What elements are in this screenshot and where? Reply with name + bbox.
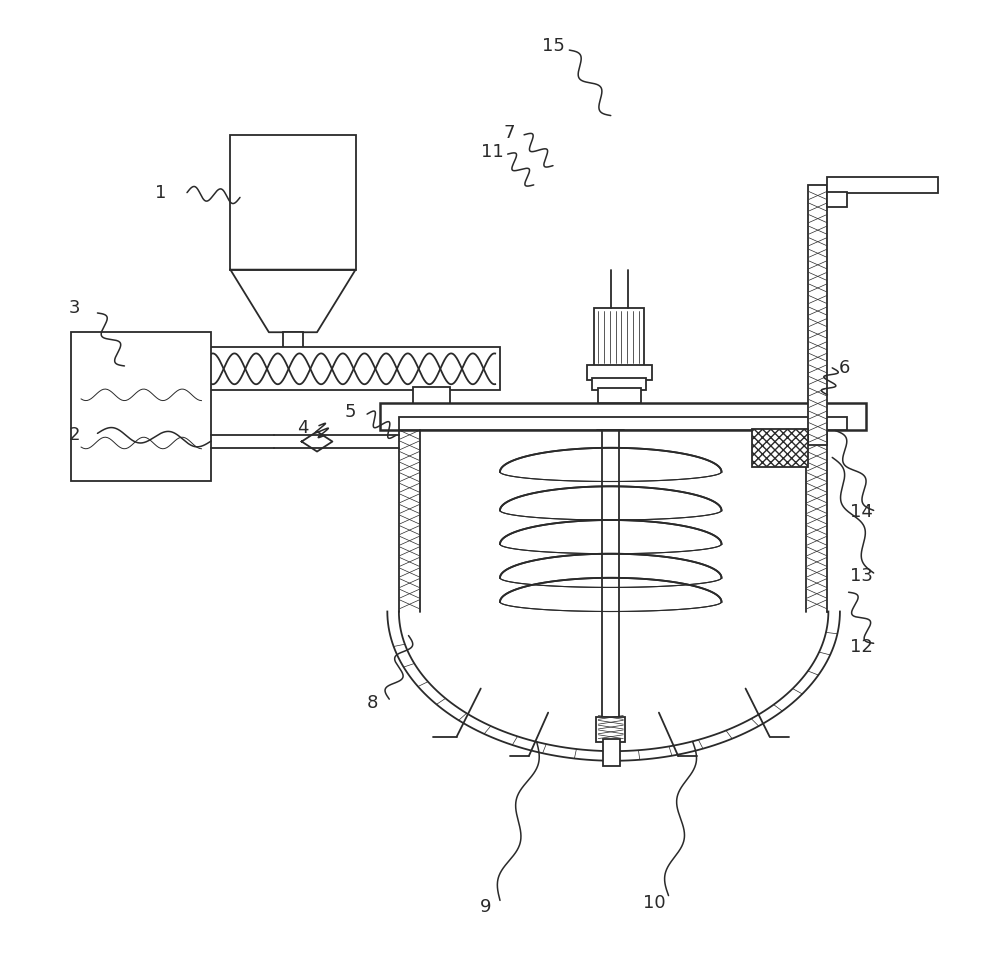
Bar [153,349,175,388]
Text: 14: 14 [850,504,873,521]
Bar [827,192,847,207]
Text: 4: 4 [297,419,308,436]
Bar [399,417,847,430]
Bar [230,135,356,270]
Bar [827,177,938,193]
Text: 3: 3 [69,299,80,317]
Text: 10: 10 [643,895,665,912]
Text: 2: 2 [69,427,80,444]
Polygon shape [230,270,356,332]
Bar [596,717,625,742]
Text: 9: 9 [480,898,491,916]
Bar [598,388,641,403]
Bar [168,347,500,390]
Bar [594,308,644,366]
Text: 12: 12 [850,638,873,656]
Text: 8: 8 [367,694,379,712]
Bar [380,403,866,430]
Bar [603,739,620,766]
Text: 13: 13 [850,567,873,585]
Bar [752,429,808,467]
Text: 1: 1 [155,184,167,201]
Bar [283,332,303,361]
Bar [71,332,211,482]
Text: 7: 7 [504,124,515,142]
Bar [808,185,827,445]
Text: 6: 6 [839,359,850,377]
Bar [413,387,450,414]
Text: 15: 15 [542,38,564,55]
Bar [592,378,646,390]
Text: 11: 11 [481,143,504,161]
Bar [587,365,652,380]
Text: 5: 5 [345,403,356,421]
